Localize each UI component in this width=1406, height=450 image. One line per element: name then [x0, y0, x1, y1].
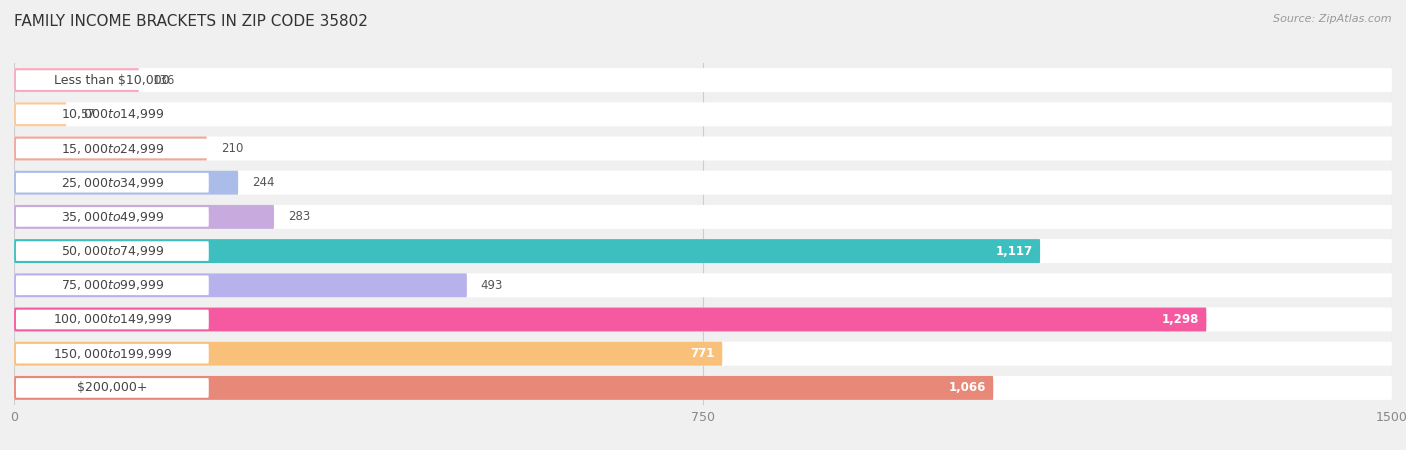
Text: $25,000 to $34,999: $25,000 to $34,999 [60, 176, 165, 190]
FancyBboxPatch shape [14, 205, 1392, 229]
FancyBboxPatch shape [15, 241, 209, 261]
Text: 771: 771 [690, 347, 714, 360]
FancyBboxPatch shape [15, 344, 209, 364]
FancyBboxPatch shape [14, 68, 1392, 92]
Text: 1,117: 1,117 [995, 245, 1033, 257]
FancyBboxPatch shape [14, 171, 1392, 195]
FancyBboxPatch shape [14, 136, 207, 161]
Text: $35,000 to $49,999: $35,000 to $49,999 [60, 210, 165, 224]
Text: 1,066: 1,066 [949, 382, 986, 394]
FancyBboxPatch shape [14, 205, 274, 229]
Text: 210: 210 [221, 142, 243, 155]
Text: FAMILY INCOME BRACKETS IN ZIP CODE 35802: FAMILY INCOME BRACKETS IN ZIP CODE 35802 [14, 14, 368, 28]
Text: $100,000 to $149,999: $100,000 to $149,999 [52, 312, 172, 327]
Text: Source: ZipAtlas.com: Source: ZipAtlas.com [1274, 14, 1392, 23]
Text: 493: 493 [481, 279, 503, 292]
FancyBboxPatch shape [14, 376, 1392, 400]
FancyBboxPatch shape [15, 173, 209, 193]
FancyBboxPatch shape [14, 68, 139, 92]
Text: $200,000+: $200,000+ [77, 382, 148, 394]
Text: $50,000 to $74,999: $50,000 to $74,999 [60, 244, 165, 258]
Text: 244: 244 [252, 176, 274, 189]
Text: 57: 57 [80, 108, 96, 121]
FancyBboxPatch shape [15, 104, 209, 124]
FancyBboxPatch shape [14, 307, 1392, 332]
FancyBboxPatch shape [15, 275, 209, 295]
Text: 283: 283 [288, 211, 311, 223]
FancyBboxPatch shape [14, 273, 467, 297]
FancyBboxPatch shape [14, 102, 1392, 126]
FancyBboxPatch shape [14, 307, 1206, 332]
FancyBboxPatch shape [14, 136, 1392, 161]
FancyBboxPatch shape [14, 342, 723, 366]
FancyBboxPatch shape [15, 207, 209, 227]
FancyBboxPatch shape [15, 139, 209, 158]
Text: Less than $10,000: Less than $10,000 [55, 74, 170, 86]
FancyBboxPatch shape [14, 273, 1392, 297]
FancyBboxPatch shape [15, 378, 209, 398]
Text: 136: 136 [153, 74, 176, 86]
FancyBboxPatch shape [14, 376, 993, 400]
Text: $75,000 to $99,999: $75,000 to $99,999 [60, 278, 165, 293]
Text: $15,000 to $24,999: $15,000 to $24,999 [60, 141, 165, 156]
Text: $150,000 to $199,999: $150,000 to $199,999 [52, 346, 172, 361]
Text: 1,298: 1,298 [1161, 313, 1199, 326]
FancyBboxPatch shape [14, 239, 1392, 263]
FancyBboxPatch shape [14, 239, 1040, 263]
FancyBboxPatch shape [14, 342, 1392, 366]
Text: $10,000 to $14,999: $10,000 to $14,999 [60, 107, 165, 122]
FancyBboxPatch shape [15, 70, 209, 90]
FancyBboxPatch shape [14, 102, 66, 126]
FancyBboxPatch shape [14, 171, 238, 195]
FancyBboxPatch shape [15, 310, 209, 329]
